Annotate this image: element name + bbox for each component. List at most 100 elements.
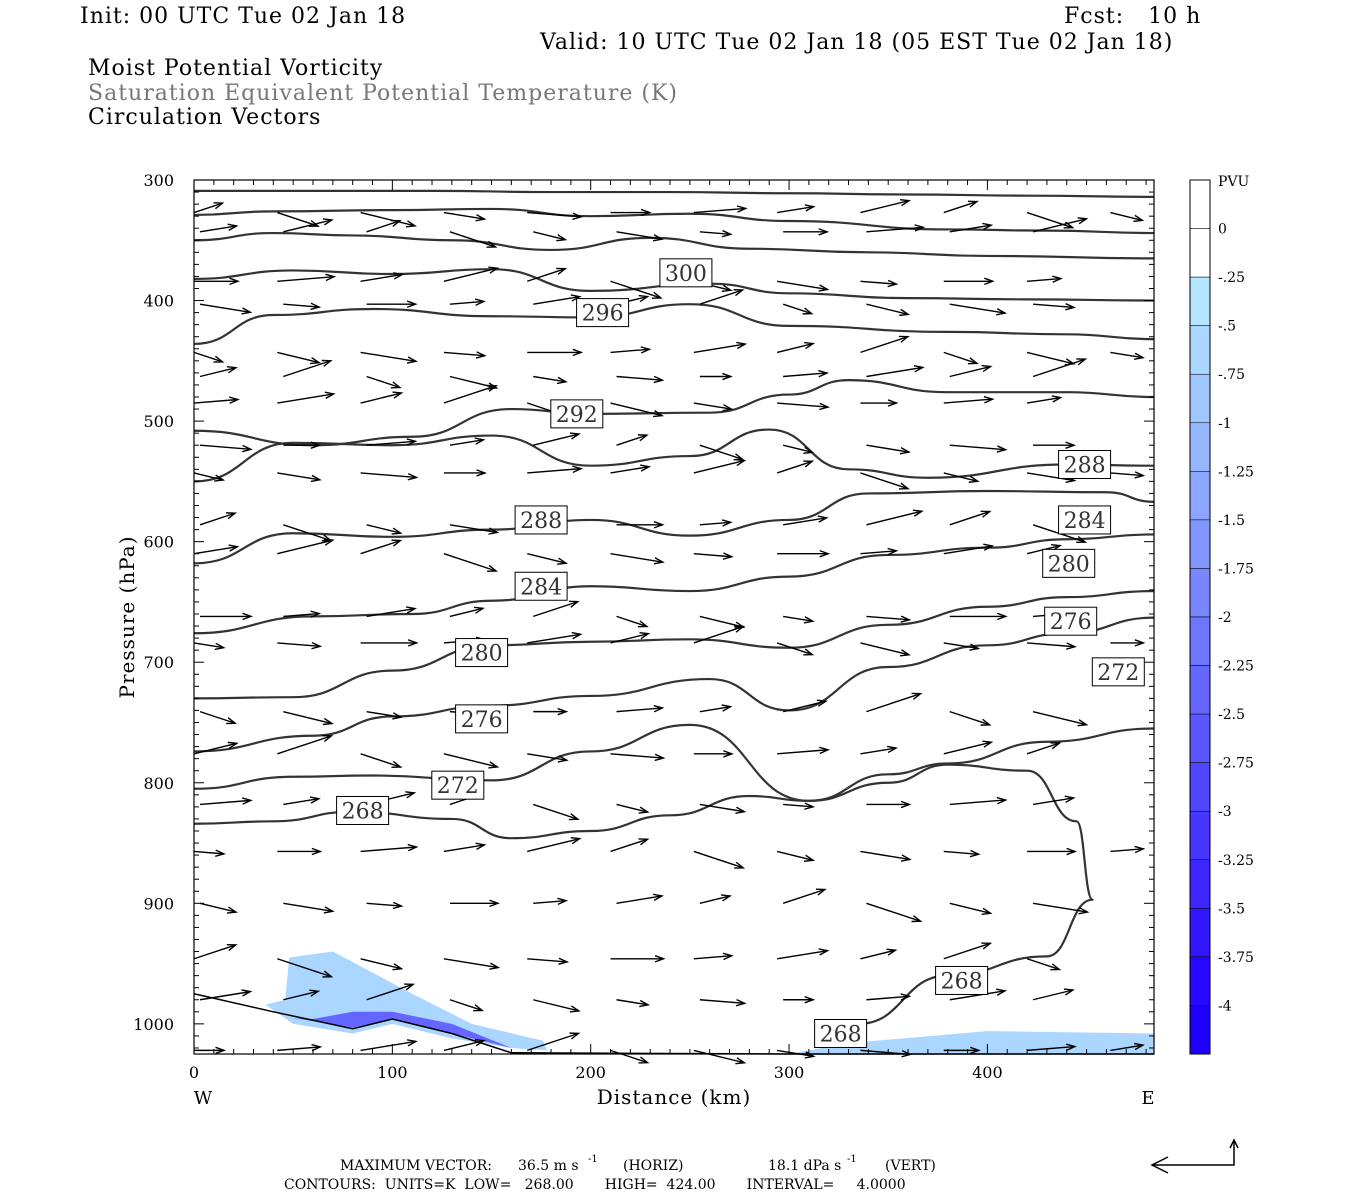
- vector-shaft: [360, 539, 401, 555]
- vector-head: [310, 357, 322, 365]
- vector-head: [475, 842, 487, 850]
- vector-head: [406, 300, 418, 308]
- vector-shaft: [360, 472, 417, 479]
- vector-shaft: [777, 1049, 814, 1057]
- circulation-vector: [616, 521, 665, 529]
- vector-shaft: [783, 372, 828, 378]
- circulation-vector: [610, 753, 666, 762]
- vector-head: [984, 277, 995, 286]
- vector-shaft: [949, 799, 1006, 806]
- contour-label: 284: [514, 571, 568, 601]
- circulation-vector: [533, 600, 580, 618]
- vector-shaft: [193, 546, 238, 555]
- circulation-vector: [693, 952, 734, 961]
- vector-shaft: [199, 990, 251, 1001]
- colorbar-label: -2: [1218, 610, 1232, 626]
- vector-shaft: [283, 360, 331, 378]
- circulation-vector: [360, 958, 404, 971]
- circulation-vector: [283, 710, 334, 726]
- vector-shaft: [1032, 902, 1088, 913]
- contour-label-box: [576, 298, 630, 328]
- circulation-vector: [360, 472, 419, 481]
- vector-head: [980, 718, 992, 726]
- max-vector-horiz: 36.5 m s: [518, 1158, 579, 1174]
- vector-shaft: [277, 351, 320, 364]
- vector-head: [311, 1043, 323, 1052]
- vector-shaft: [866, 693, 921, 713]
- reference-vector-head-up: [1229, 1138, 1239, 1149]
- circulation-vector: [533, 432, 581, 446]
- circulation-vector: [533, 294, 582, 305]
- vector-shaft: [193, 944, 236, 960]
- contour-label: 288: [1058, 450, 1112, 480]
- circulation-vector: [693, 552, 734, 560]
- contour-label: 268: [935, 965, 989, 995]
- vector-shaft: [1027, 1045, 1075, 1052]
- pv-shaded-region: [789, 1031, 1154, 1054]
- circulation-vector: [699, 803, 747, 815]
- vector-head: [734, 625, 746, 633]
- vector-head: [569, 1005, 581, 1013]
- vector-shaft: [943, 741, 992, 755]
- vector-head: [1052, 275, 1063, 283]
- vector-shaft: [610, 838, 648, 853]
- vector-head: [310, 610, 322, 618]
- circulation-vector: [777, 948, 830, 960]
- vector-head: [475, 214, 487, 222]
- vector-shaft: [193, 398, 238, 404]
- contour-label-text: 268: [820, 1023, 862, 1048]
- vector-shaft: [949, 224, 992, 233]
- circulation-vector: [199, 366, 238, 378]
- vector-head: [819, 549, 831, 558]
- vector-shaft: [866, 615, 910, 621]
- circulation-vector: [783, 369, 830, 378]
- circulation-vector: [449, 231, 498, 248]
- vector-shaft: [277, 735, 332, 755]
- vector-head: [886, 948, 898, 956]
- vector-shaft: [1110, 1044, 1144, 1052]
- circulation-vector: [693, 1049, 747, 1065]
- max-vector-vert: 18.1 dPa s: [768, 1158, 842, 1174]
- circulation-vector: [1032, 988, 1075, 1001]
- pv-shaded-region: [293, 1011, 512, 1048]
- circulation-vector: [449, 899, 500, 908]
- vector-head: [898, 482, 910, 490]
- circulation-vector: [449, 437, 486, 446]
- colorbar-label: -1.25: [1218, 464, 1254, 480]
- circulation-vector: [1110, 351, 1145, 361]
- vector-head: [488, 266, 500, 274]
- contour-label: 280: [455, 638, 509, 668]
- circulation-vector: [533, 707, 569, 716]
- vector-head: [996, 308, 1008, 316]
- circulation-vector: [783, 615, 815, 624]
- vector-head: [322, 717, 334, 726]
- circulation-vector: [1032, 902, 1090, 915]
- x-axis-label: Distance (km): [597, 1085, 752, 1109]
- vector-head: [557, 557, 569, 565]
- circulation-vector: [783, 802, 816, 810]
- vector-shaft: [283, 612, 320, 618]
- vector-head: [310, 474, 322, 483]
- vector-shaft: [949, 710, 990, 726]
- vector-head: [911, 915, 923, 923]
- circulation-vector: [693, 205, 748, 214]
- contour-label-text: 300: [665, 262, 707, 287]
- vector-shaft: [943, 472, 978, 482]
- colorbar-label: -2.25: [1218, 659, 1254, 675]
- contour-label-box: [1058, 505, 1112, 535]
- vector-shaft: [1032, 797, 1074, 806]
- plot-frame: [193, 179, 1155, 1055]
- vector-head: [406, 356, 418, 364]
- vector-shaft: [699, 706, 731, 713]
- circulation-vector: [860, 335, 910, 354]
- vector-head: [488, 527, 500, 535]
- vector-head: [475, 351, 487, 359]
- vector-head: [969, 643, 981, 651]
- colorbar-label: 0: [1218, 222, 1227, 238]
- circulation-vector: [1110, 639, 1146, 647]
- vector-shaft: [693, 955, 732, 960]
- vector-head: [653, 557, 665, 565]
- circulation-vector: [1033, 303, 1076, 311]
- y-tick-label: 600: [143, 533, 174, 552]
- circulation-vector: [366, 375, 402, 389]
